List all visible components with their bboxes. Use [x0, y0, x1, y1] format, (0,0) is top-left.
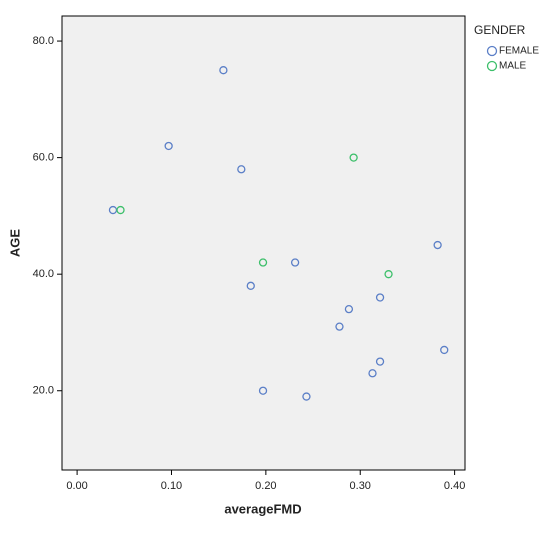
point [433, 240, 442, 250]
point [302, 392, 311, 401]
x-tick-label: 0.30 [350, 480, 371, 492]
point [219, 66, 228, 75]
plot-area [61, 15, 466, 471]
point [440, 345, 449, 355]
point [258, 258, 268, 267]
legend-label: FEMALE [499, 46, 539, 57]
y-tick-label: 40.0 [33, 268, 54, 280]
point [335, 322, 344, 331]
point [375, 357, 385, 366]
point [164, 141, 173, 151]
point [290, 258, 300, 267]
y-axis-title: AGE [7, 229, 22, 258]
x-tick-label: 0.40 [444, 480, 465, 492]
point [116, 205, 125, 215]
legend-label: MALE [499, 61, 527, 72]
x-tick-label: 0.10 [161, 480, 182, 492]
point [344, 304, 354, 314]
legend-marker [486, 60, 498, 72]
x-axis-title: averageFMD [224, 501, 301, 516]
x-tick-label: 0.00 [66, 480, 87, 492]
y-tick-label: 60.0 [33, 152, 54, 164]
point [246, 281, 255, 290]
y-tick-label: 80.0 [33, 35, 54, 47]
point [368, 369, 377, 378]
y-tick-label: 20.0 [33, 385, 54, 397]
point [384, 270, 393, 279]
point [258, 386, 268, 395]
point [349, 153, 358, 162]
x-tick-label: 0.20 [255, 480, 276, 492]
point [237, 165, 246, 174]
legend-title: GENDER [474, 23, 526, 37]
point [375, 293, 385, 302]
legend-marker [486, 45, 498, 57]
